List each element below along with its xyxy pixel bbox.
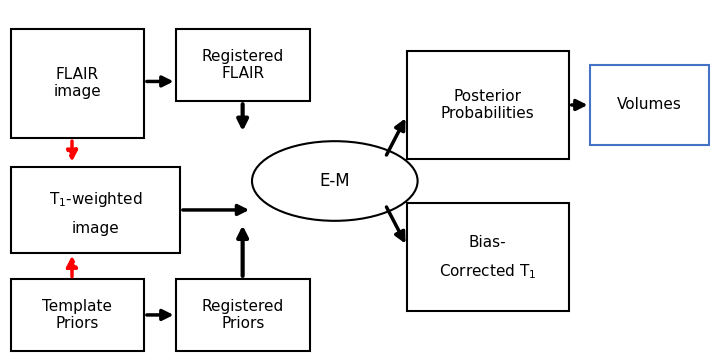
FancyBboxPatch shape [407,203,569,311]
Text: Posterior
Probabilities: Posterior Probabilities [441,89,535,121]
FancyBboxPatch shape [11,167,180,253]
FancyBboxPatch shape [11,29,144,138]
Text: Bias-: Bias- [469,235,507,250]
Text: E-M: E-M [320,172,350,190]
FancyBboxPatch shape [11,279,144,351]
FancyBboxPatch shape [176,279,310,351]
Ellipse shape [252,141,418,221]
FancyBboxPatch shape [407,51,569,159]
Text: Volumes: Volumes [617,97,683,113]
Text: Registered
Priors: Registered Priors [202,299,284,331]
Text: Registered
FLAIR: Registered FLAIR [202,49,284,81]
Text: Template
Priors: Template Priors [42,299,112,331]
Text: FLAIR
image: FLAIR image [53,67,102,100]
Text: T$_1$-weighted: T$_1$-weighted [49,190,142,209]
FancyBboxPatch shape [176,29,310,101]
Text: image: image [71,220,120,236]
FancyBboxPatch shape [590,65,709,145]
Text: Corrected T$_1$: Corrected T$_1$ [439,262,536,281]
